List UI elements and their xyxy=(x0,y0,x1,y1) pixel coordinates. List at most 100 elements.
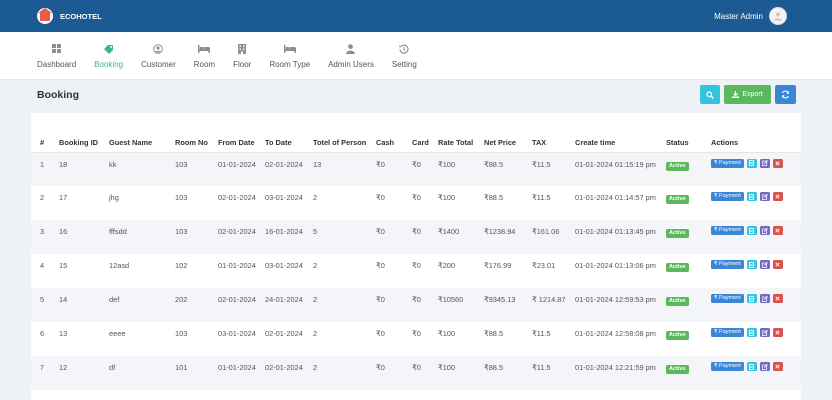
invoice-button[interactable] xyxy=(746,362,757,371)
column-header[interactable]: To Date xyxy=(265,113,313,153)
column-header[interactable]: Totel of Person xyxy=(313,113,376,153)
main-nav: Dashboard Booking Customer Room Floor Ro… xyxy=(0,32,832,80)
column-header[interactable]: Room No xyxy=(175,113,218,153)
cell-net: ₹88.5 xyxy=(484,329,504,338)
nav-dashboard[interactable]: Dashboard xyxy=(28,32,85,80)
invoice-button[interactable] xyxy=(746,294,757,303)
cell-id: 12 xyxy=(59,356,109,390)
cell-persons: 2 xyxy=(313,261,318,270)
nav-room[interactable]: Room xyxy=(185,32,224,80)
status-badge: Active xyxy=(666,331,689,340)
search-button[interactable] xyxy=(700,85,720,104)
edit-button[interactable] xyxy=(759,362,770,371)
column-header[interactable]: Rate Total xyxy=(438,113,484,153)
cell-id: 14 xyxy=(59,288,109,322)
invoice-button[interactable] xyxy=(746,192,757,201)
invoice-button[interactable] xyxy=(746,260,757,269)
delete-button[interactable] xyxy=(772,260,783,269)
delete-button[interactable] xyxy=(772,158,783,168)
column-header[interactable]: From Date xyxy=(218,113,265,153)
table-row[interactable]: 2 17 jhg 103 02-01-2024 03-01-2024 2 ₹0 ₹0 ₹100 ₹8… xyxy=(31,186,801,220)
cell-guest: df xyxy=(109,356,175,390)
refresh-button[interactable] xyxy=(775,85,796,104)
cell-tax: ₹11.5 xyxy=(532,193,551,202)
delete-button[interactable] xyxy=(772,328,783,337)
delete-button[interactable] xyxy=(772,362,783,371)
cell-cash: ₹0 xyxy=(376,288,412,322)
payment-button[interactable]: ₹ Payment xyxy=(711,192,744,201)
nav-setting[interactable]: Setting xyxy=(383,32,426,80)
delete-button[interactable] xyxy=(772,192,783,201)
nav-admin-users[interactable]: Admin Users xyxy=(319,32,383,80)
invoice-button[interactable] xyxy=(746,328,757,337)
cell-net: ₹88.5 xyxy=(484,193,504,202)
column-header[interactable]: TAX xyxy=(532,113,575,153)
cell-tax: ₹11.5 xyxy=(532,356,575,390)
edit-icon xyxy=(761,160,768,166)
edit-button[interactable] xyxy=(759,260,770,269)
nav-room-type[interactable]: Room Type xyxy=(260,32,319,80)
cell-status: Active xyxy=(666,322,711,356)
cell-n: 2 xyxy=(40,193,45,202)
cell-persons: 2 xyxy=(313,356,376,390)
edit-button[interactable] xyxy=(759,328,770,337)
cell-id: 16 xyxy=(59,220,109,254)
payment-button[interactable]: ₹ Payment xyxy=(711,328,744,337)
document-icon xyxy=(749,261,755,268)
table-row[interactable]: 3 16 fffsdd 103 02-01-2024 16-01-2024 5 ₹0 ₹0 ₹14… xyxy=(31,220,801,254)
payment-button[interactable]: ₹ Payment xyxy=(711,362,744,371)
cell-net: ₹9345.13 xyxy=(484,288,532,322)
column-header[interactable]: Create time xyxy=(575,113,666,153)
cell-n: 5 xyxy=(31,288,59,322)
user-menu[interactable]: Master Admin xyxy=(714,7,787,25)
column-header: Actions xyxy=(711,113,801,153)
user-icon xyxy=(346,43,356,56)
edit-button[interactable] xyxy=(759,226,770,235)
table-row[interactable]: 1 18 kk 103 01-01-2024 02-01-2024 13 ₹0 ₹0 ₹100 ₹8… xyxy=(31,152,801,186)
invoice-button[interactable] xyxy=(746,226,757,235)
edit-button[interactable] xyxy=(759,192,770,201)
column-header[interactable]: Net Price xyxy=(484,113,532,153)
column-header[interactable]: Card xyxy=(412,113,438,153)
table-row[interactable]: 7 12 df 101 01-01-2024 02-01-2024 2 ₹0 ₹0 ₹100 ₹88… xyxy=(31,356,801,390)
edit-button[interactable] xyxy=(759,158,770,168)
column-header[interactable]: Guest Name xyxy=(109,113,175,153)
nav-label: Room Type xyxy=(269,59,311,69)
nav-customer[interactable]: Customer xyxy=(132,32,185,80)
table-row[interactable]: 5 14 def 202 02-01-2024 24-01-2024 2 ₹0 ₹0 ₹10560… xyxy=(31,288,801,322)
status-badge: Active xyxy=(666,297,689,306)
cell-created: 01-01-2024 12:58:08 pm xyxy=(575,329,656,338)
avatar[interactable] xyxy=(769,7,787,25)
edit-button[interactable] xyxy=(759,294,770,303)
cell-status: Active xyxy=(666,254,711,288)
payment-button[interactable]: ₹ Payment xyxy=(711,260,744,269)
nav-floor[interactable]: Floor xyxy=(224,32,260,80)
tag-icon xyxy=(103,44,114,56)
cell-persons: 5 xyxy=(313,220,376,254)
brand[interactable]: ECOHOTEL xyxy=(37,7,102,24)
cell-status: Active xyxy=(666,186,711,220)
document-icon xyxy=(749,329,755,336)
cell-to: 02-01-2024 xyxy=(265,356,313,390)
payment-button[interactable]: ₹ Payment xyxy=(711,294,744,303)
column-header[interactable]: Booking ID xyxy=(59,113,109,153)
delete-button[interactable] xyxy=(772,226,783,235)
table-row[interactable]: 6 13 eeee 103 03-01-2024 02-01-2024 2 ₹0 ₹0 ₹100 ₹… xyxy=(31,322,801,356)
payment-button[interactable]: ₹ Payment xyxy=(711,158,744,168)
column-header[interactable]: # xyxy=(31,113,59,153)
column-header[interactable]: Cash xyxy=(376,113,412,153)
export-button[interactable]: Export xyxy=(724,85,771,104)
cell-status: Active xyxy=(666,220,711,254)
cell-tax: ₹11.5 xyxy=(532,329,551,338)
delete-button[interactable] xyxy=(772,294,783,303)
nav-label: Floor xyxy=(233,59,252,69)
cell-cash: ₹0 xyxy=(376,152,412,186)
nav-label: Admin Users xyxy=(328,59,374,69)
document-icon xyxy=(749,227,755,234)
nav-booking[interactable]: Booking xyxy=(85,32,132,80)
column-header[interactable]: Status xyxy=(666,113,711,153)
table-row[interactable]: 4 15 12asd 102 01-01-2024 03-01-2024 2 ₹0 ₹0 ₹200… xyxy=(31,254,801,288)
invoice-button[interactable] xyxy=(746,158,757,168)
payment-button[interactable]: ₹ Payment xyxy=(711,226,744,235)
document-icon xyxy=(749,160,755,166)
